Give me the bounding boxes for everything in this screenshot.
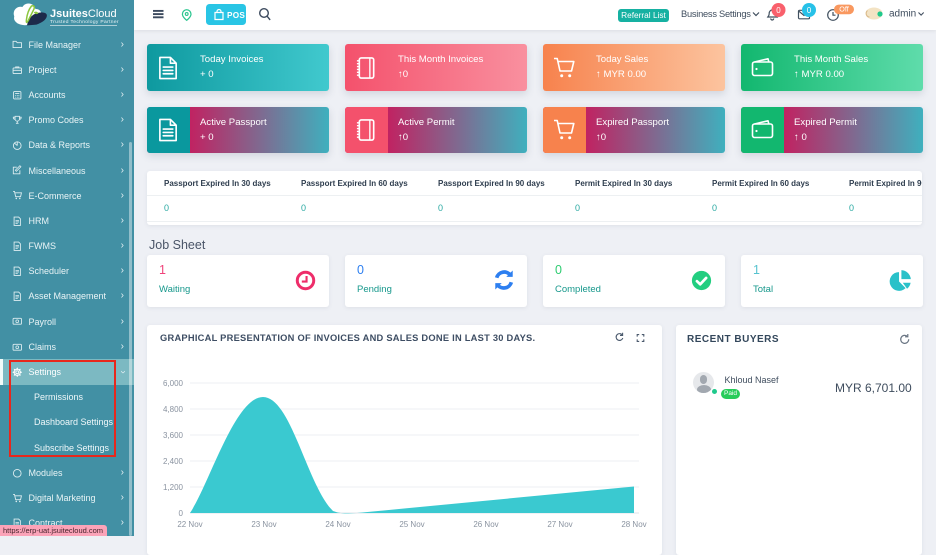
svg-text:Business Settings: Business Settings — [681, 9, 751, 19]
svg-text:4,800: 4,800 — [163, 405, 184, 414]
svg-text:26 Nov: 26 Nov — [473, 520, 498, 529]
svg-text:28 Nov: 28 Nov — [621, 520, 646, 529]
svg-text:Referral List: Referral List — [621, 10, 666, 20]
svg-text:27 Nov: 27 Nov — [547, 520, 572, 529]
svg-text:JsuitesCloud: JsuitesCloud — [50, 8, 117, 20]
svg-text:Trusted Technology Partner: Trusted Technology Partner — [50, 19, 119, 25]
svg-text:1,200: 1,200 — [163, 483, 184, 492]
svg-text:POS: POS — [227, 11, 245, 20]
svg-text:0: 0 — [807, 6, 812, 15]
svg-text:admin: admin — [889, 9, 916, 20]
svg-text:2,400: 2,400 — [163, 457, 184, 466]
svg-text:6,000: 6,000 — [163, 379, 184, 388]
svg-text:23 Nov: 23 Nov — [251, 520, 276, 529]
svg-text:Off: Off — [839, 5, 848, 14]
svg-text:24 Nov: 24 Nov — [325, 520, 350, 529]
svg-text:0: 0 — [776, 6, 781, 15]
svg-text:0: 0 — [179, 509, 184, 518]
svg-text:25 Nov: 25 Nov — [399, 520, 424, 529]
svg-text:3,600: 3,600 — [163, 431, 184, 440]
svg-text:22 Nov: 22 Nov — [177, 520, 202, 529]
